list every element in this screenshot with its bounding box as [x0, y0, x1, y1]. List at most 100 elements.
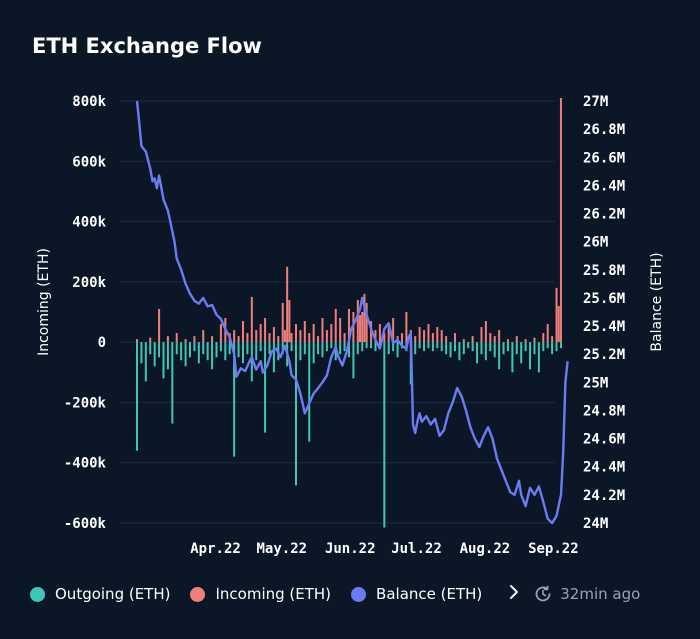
incoming-bar	[241, 321, 244, 343]
incoming-bar	[498, 330, 501, 343]
incoming-bar	[546, 324, 549, 343]
incoming-bar	[524, 339, 527, 343]
outgoing-bar	[144, 342, 147, 382]
outgoing-bar	[241, 342, 244, 364]
legend-dot-incoming	[190, 586, 206, 602]
incoming-bar	[149, 337, 152, 343]
outgoing-bar	[250, 342, 253, 382]
right-tick-label: 26.2M	[583, 207, 625, 223]
incoming-bar	[471, 336, 474, 343]
incoming-bar	[414, 336, 417, 343]
incoming-bar	[272, 327, 275, 343]
outgoing-bar	[197, 342, 200, 364]
outgoing-bar	[493, 342, 496, 358]
left-tick-label: 0	[98, 335, 106, 351]
outgoing-bar	[498, 342, 501, 370]
incoming-bar	[361, 312, 364, 343]
outgoing-bar	[158, 342, 161, 358]
incoming-bar	[202, 330, 205, 343]
outgoing-bar	[524, 342, 527, 352]
outgoing-bar	[427, 342, 430, 349]
incoming-bar	[264, 318, 267, 343]
outgoing-bar	[343, 342, 346, 352]
incoming-bar	[506, 339, 509, 343]
x-tick-label: Sep.22	[528, 541, 579, 557]
outgoing-bar	[387, 342, 390, 355]
outgoing-bar	[449, 342, 452, 358]
outgoing-bar	[193, 342, 196, 352]
incoming-bar	[308, 333, 311, 343]
outgoing-bar	[462, 342, 465, 355]
outgoing-bar	[529, 342, 532, 370]
outgoing-bar	[476, 342, 479, 364]
right-tick-label: 25.6M	[583, 291, 625, 307]
outgoing-bar	[551, 342, 554, 355]
right-tick-label: 26M	[583, 235, 608, 251]
right-tick-label: 26.6M	[583, 150, 625, 166]
outgoing-bar	[140, 342, 143, 364]
outgoing-bar	[520, 342, 523, 364]
outgoing-bar	[237, 342, 240, 358]
outgoing-bar	[436, 342, 439, 349]
incoming-bar	[250, 296, 253, 343]
left-tick-label: 800k	[72, 94, 106, 110]
right-tick-label: 24.8M	[583, 403, 625, 419]
outgoing-bar	[299, 342, 302, 361]
legend-item-balance[interactable]: Balance (ETH)	[351, 585, 482, 603]
incoming-bar	[237, 336, 240, 343]
incoming-bar	[211, 336, 214, 343]
incoming-bar	[356, 299, 359, 343]
incoming-bar	[427, 324, 430, 343]
outgoing-bar	[303, 342, 306, 355]
incoming-bar	[219, 324, 222, 343]
outgoing-bar	[445, 342, 448, 355]
x-tick-label: Apr.22	[190, 541, 241, 557]
incoming-bar	[383, 333, 386, 343]
left-axis-title: Incoming (ETH)	[36, 248, 52, 356]
incoming-bar	[489, 333, 492, 343]
incoming-bar	[299, 330, 302, 343]
incoming-bar	[515, 336, 518, 343]
incoming-bar	[268, 333, 271, 343]
chevron-right-icon[interactable]	[508, 584, 520, 605]
incoming-bar	[453, 333, 456, 343]
balance-line	[135, 100, 569, 525]
right-tick-label: 25.8M	[583, 263, 625, 279]
incoming-bar	[347, 308, 350, 343]
outgoing-bar	[162, 342, 165, 379]
incoming-bar	[166, 336, 169, 343]
incoming-bar	[431, 333, 434, 343]
incoming-bar	[387, 327, 390, 343]
incoming-bar	[343, 333, 346, 343]
outgoing-bar	[458, 342, 461, 361]
outgoing-bar	[365, 342, 368, 349]
incoming-bar	[312, 324, 315, 343]
incoming-bar	[392, 318, 395, 343]
outgoing-bar	[184, 342, 187, 367]
outgoing-bar	[233, 342, 236, 457]
outgoing-bar	[166, 342, 169, 370]
outgoing-bar	[149, 342, 152, 355]
incoming-bar	[325, 330, 328, 343]
incoming-bar	[400, 333, 403, 343]
incoming-bar	[290, 333, 293, 343]
outgoing-bar	[471, 342, 474, 352]
right-tick-label: 26.8M	[583, 122, 625, 138]
incoming-bar	[557, 305, 560, 343]
left-tick-label: -600k	[64, 516, 107, 532]
outgoing-bar	[431, 342, 434, 352]
right-tick-label: 25M	[583, 375, 608, 391]
outgoing-bar	[325, 342, 328, 352]
legend-dot-outgoing	[30, 586, 45, 602]
outgoing-bar	[347, 342, 350, 358]
right-tick-label: 24.6M	[583, 432, 625, 448]
right-tick-label: 25.4M	[583, 319, 625, 335]
last-updated: 32min ago	[534, 585, 640, 603]
legend-item-outgoing[interactable]: Outgoing (ETH)	[30, 585, 170, 603]
incoming-bar	[321, 318, 324, 343]
last-updated-text: 32min ago	[560, 585, 641, 603]
legend-item-incoming[interactable]: Incoming (ETH)	[190, 585, 331, 603]
outgoing-bar	[484, 342, 487, 361]
incoming-bar	[445, 336, 448, 343]
